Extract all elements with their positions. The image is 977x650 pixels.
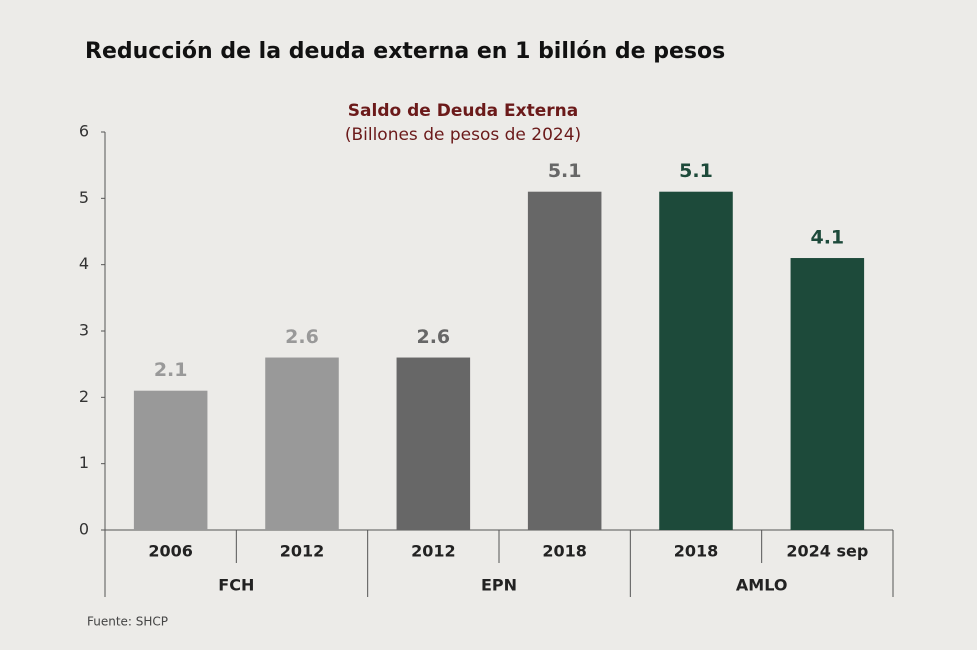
bar (790, 258, 865, 530)
y-tick-label: 2 (79, 387, 89, 406)
data-label: 2.1 (154, 359, 188, 381)
data-label: 4.1 (810, 227, 844, 249)
group-label: EPN (481, 576, 517, 595)
chart-subtitle: (Billones de pesos de 2024) (345, 125, 581, 145)
bar (527, 191, 602, 530)
y-tick-label: 3 (79, 321, 89, 340)
x-tick-label: 2006 (148, 542, 193, 561)
chart-title: Reducción de la deuda externa en 1 billó… (85, 39, 725, 64)
data-label: 2.6 (416, 326, 450, 348)
x-tick-label: 2012 (411, 542, 456, 561)
y-tick-label: 0 (79, 520, 89, 539)
group-label: FCH (218, 576, 254, 595)
x-tick-label: 2018 (674, 542, 719, 561)
bar (265, 357, 339, 530)
y-tick-label: 1 (79, 453, 89, 472)
x-tick-label: 2012 (280, 542, 325, 561)
chart-subtitle: Saldo de Deuda Externa (348, 101, 578, 121)
y-tick-label: 4 (79, 254, 89, 273)
group-label: AMLO (736, 576, 788, 595)
bar (133, 390, 208, 530)
data-label: 2.6 (285, 326, 319, 348)
y-tick-label: 6 (79, 122, 89, 141)
y-tick-label: 5 (79, 188, 89, 207)
data-label: 5.1 (548, 160, 582, 182)
x-tick-label: 2018 (542, 542, 587, 561)
x-tick-label: 2024 sep (786, 542, 868, 561)
source-note: Fuente: SHCP (87, 615, 168, 629)
bar (396, 357, 471, 530)
bar (659, 191, 733, 530)
data-label: 5.1 (679, 160, 713, 182)
